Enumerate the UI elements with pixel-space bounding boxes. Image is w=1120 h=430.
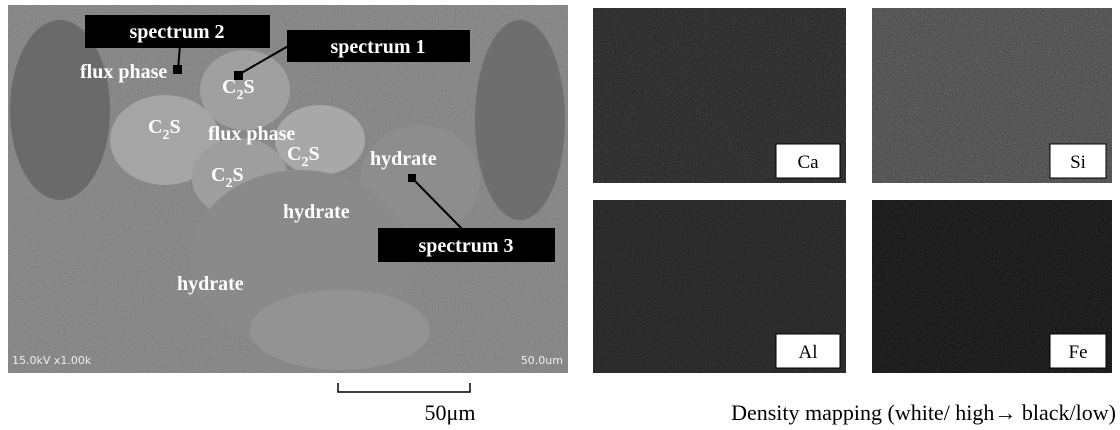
map-label: Fe <box>1069 342 1088 363</box>
map-label: Si <box>1070 152 1086 173</box>
map-label: Al <box>799 342 818 363</box>
callout-label: spectrum 3 <box>419 235 514 257</box>
callout-label: spectrum 1 <box>331 36 426 58</box>
sem-image: spectrum 2 spectrum 1 spectrum 3 flux ph… <box>8 5 568 373</box>
phase-label: flux phase <box>208 123 295 145</box>
map-label: Ca <box>797 152 819 173</box>
phase-label: hydrate <box>370 148 437 170</box>
phase-label: hydrate <box>177 273 244 295</box>
scale-bar <box>338 383 470 392</box>
element-maps: Ca Si Al Fe <box>593 8 1112 373</box>
sem-scale-text: 50.0um <box>521 354 563 367</box>
callout-label: spectrum 2 <box>130 21 225 43</box>
phase-label: hydrate <box>283 201 350 223</box>
sem-info: 15.0kV x1.00k <box>12 354 92 367</box>
scale-bar-label: 50μm <box>425 400 476 425</box>
phase-label: flux phase <box>80 61 167 83</box>
caption: Density mapping (white/ high→ black/low) <box>731 400 1116 425</box>
figure: spectrum 2 spectrum 1 spectrum 3 flux ph… <box>0 0 1120 430</box>
